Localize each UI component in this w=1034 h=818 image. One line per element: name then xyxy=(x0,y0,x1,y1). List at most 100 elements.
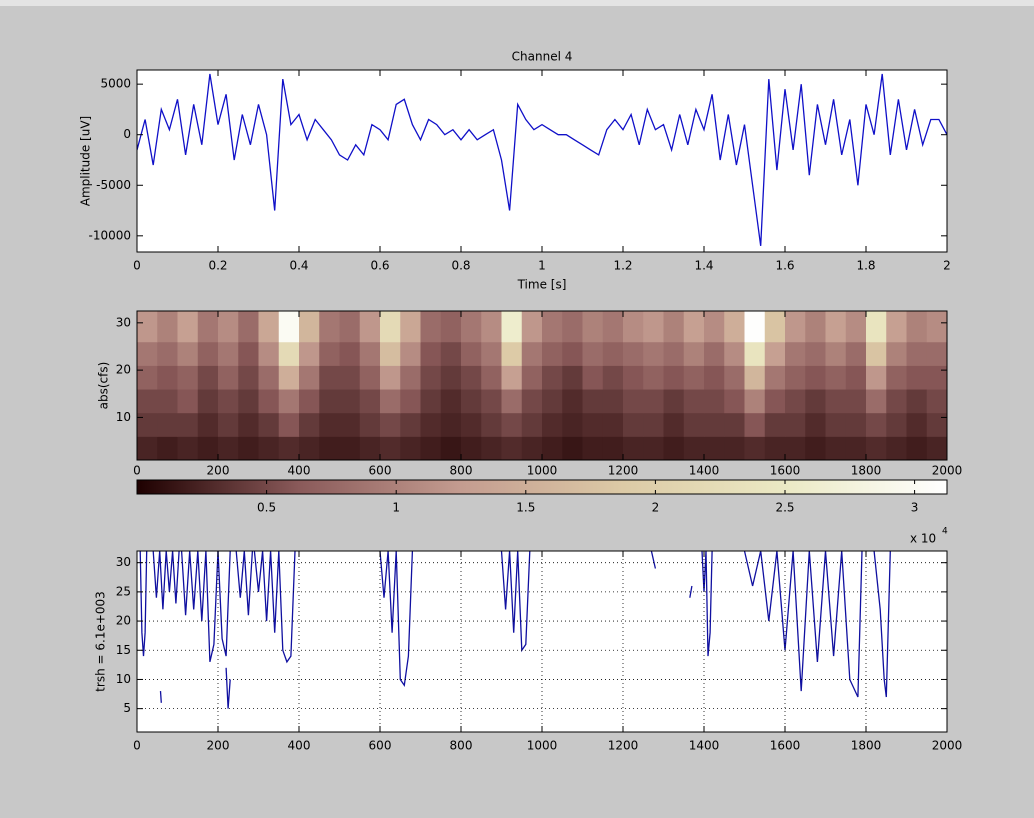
heatmap-cell xyxy=(339,311,361,343)
x-tick-label: 800 xyxy=(450,464,473,478)
heatmap-cell xyxy=(157,412,178,437)
heatmap-cell xyxy=(623,436,644,460)
heatmap-cell xyxy=(866,365,887,390)
heatmap-cell xyxy=(663,311,685,343)
heatmap-cell xyxy=(481,389,502,414)
data-line xyxy=(225,667,231,709)
heatmap-cell xyxy=(663,341,685,366)
heatmap-cell xyxy=(562,311,583,343)
heatmap-cell xyxy=(177,341,199,366)
heatmap-cell xyxy=(663,412,685,437)
heatmap-cell xyxy=(319,389,340,414)
heatmap-cell xyxy=(785,412,806,437)
heatmap-cell xyxy=(339,341,361,366)
heatmap-cell xyxy=(805,341,826,366)
heatmap-cell xyxy=(825,412,847,437)
heatmap-cell xyxy=(764,412,786,437)
heatmap-cell xyxy=(582,365,604,390)
heatmap-cell xyxy=(380,389,401,414)
colorbar-multiplier: x 10 xyxy=(910,532,936,546)
colorbar-exponent: 4 xyxy=(942,527,948,537)
data-line xyxy=(253,551,296,664)
heatmap-cell xyxy=(704,365,725,390)
heatmap-cell xyxy=(137,365,158,390)
heatmap-cell xyxy=(542,365,563,390)
heatmap-cell xyxy=(562,365,583,390)
y-tick-label: 0 xyxy=(123,127,131,141)
heatmap-cell xyxy=(299,389,320,414)
y-tick-label: 30 xyxy=(116,315,131,329)
y-tick-label: -10000 xyxy=(88,228,131,242)
heatmap-cell xyxy=(440,412,462,437)
heatmap-cell xyxy=(704,341,725,366)
heatmap-cell xyxy=(582,436,604,460)
heatmap-cell xyxy=(785,365,806,390)
heatmap-cell xyxy=(218,389,239,414)
heatmap-cell xyxy=(197,365,219,390)
heatmap-cell xyxy=(380,365,401,390)
heatmap-cell xyxy=(400,311,421,343)
heatmap-cell xyxy=(764,341,786,366)
heatmap-cell xyxy=(825,311,847,343)
data-line xyxy=(650,551,657,569)
heatmap-cell xyxy=(926,412,947,437)
x-tick-label: 200 xyxy=(207,739,230,753)
heatmap-cell xyxy=(400,436,421,460)
heatmap-cell xyxy=(218,341,239,366)
colorbar-tick-label: 1 xyxy=(392,501,400,515)
heatmap-cell xyxy=(602,412,624,437)
heatmap-cell xyxy=(683,389,705,414)
heatmap-cell xyxy=(137,412,158,437)
heatmap-cell xyxy=(785,389,806,414)
x-tick-label: 800 xyxy=(450,739,473,753)
heatmap-cell xyxy=(339,389,361,414)
y-tick-label: 5 xyxy=(123,701,131,715)
heatmap-cell xyxy=(724,311,745,343)
heatmap-cell xyxy=(744,389,766,414)
plot-area xyxy=(137,73,947,246)
heatmap-cell xyxy=(258,436,280,460)
heatmap-cell xyxy=(602,389,624,414)
data-line xyxy=(500,551,531,653)
heatmap-cell xyxy=(359,389,381,414)
heatmap-cell xyxy=(906,365,928,390)
x-tick-label: 0.6 xyxy=(370,259,389,273)
heatmap-cell xyxy=(380,412,401,437)
heatmap-cell xyxy=(319,311,340,343)
heatmap-cell xyxy=(663,436,685,460)
heatmap-cell xyxy=(602,341,624,366)
colorbar-tick-label: 1.5 xyxy=(516,501,535,515)
heatmap-cell xyxy=(197,436,219,460)
heatmap-cell xyxy=(623,341,644,366)
heatmap-cell xyxy=(562,436,583,460)
heatmap-cell xyxy=(521,365,543,390)
heatmap-cell xyxy=(299,341,320,366)
heatmap-cell xyxy=(886,389,907,414)
heatmap-cell xyxy=(420,389,442,414)
y-tick-label: 20 xyxy=(116,614,131,628)
x-tick-label: 0 xyxy=(133,464,141,478)
data-line xyxy=(873,551,891,698)
heatmap-cell xyxy=(400,341,421,366)
heatmap-cell xyxy=(359,365,381,390)
heatmap-cell xyxy=(440,311,462,343)
x-tick-label: 1000 xyxy=(527,464,558,478)
heatmap-cell xyxy=(805,412,826,437)
heatmap-cell xyxy=(177,389,199,414)
heatmap-cell xyxy=(238,389,259,414)
x-tick-label: 600 xyxy=(369,739,392,753)
figure-top-edge xyxy=(0,0,1034,6)
heatmap-cell xyxy=(278,412,300,437)
heatmap-cell xyxy=(339,365,361,390)
heatmap-cell xyxy=(238,365,259,390)
x-tick-label: 1 xyxy=(538,259,546,273)
heatmap-cell xyxy=(521,412,543,437)
heatmap-cell xyxy=(177,436,199,460)
heatmap-cell xyxy=(197,389,219,414)
heatmap-cell xyxy=(501,365,523,390)
data-line xyxy=(152,551,180,610)
heatmap-cell xyxy=(602,311,624,343)
x-tick-label: 1.4 xyxy=(694,259,713,273)
heatmap-cell xyxy=(197,311,219,343)
